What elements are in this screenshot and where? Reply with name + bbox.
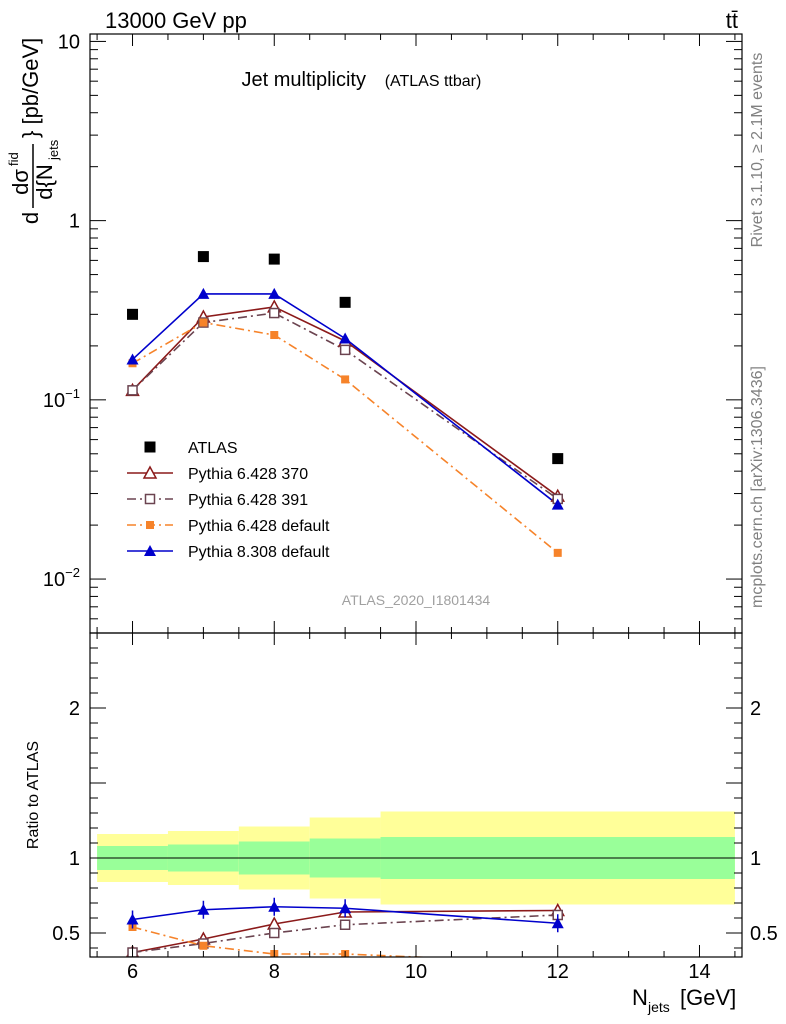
ratio-y-axis-label: Ratio to ATLAS	[25, 741, 42, 849]
x-axis-title-main: N	[632, 985, 648, 1010]
data-point-atlas	[339, 296, 351, 308]
x-axis-title-unit: [GeV]	[680, 985, 736, 1010]
ratio-y-tick-label-right: 2	[750, 698, 761, 720]
x-tick-label: 8	[269, 961, 280, 983]
x-tick-label: 10	[405, 961, 427, 983]
data-point-pythia-6-428-391	[339, 344, 351, 356]
ratio-point-pythia-8-308-default	[197, 903, 210, 915]
data-point-pythia-6-428-default	[553, 548, 562, 557]
legend-entry-pythia-6-428-370: Pythia 6.428 370	[127, 465, 308, 483]
legend-label: Pythia 6.428 391	[188, 492, 308, 509]
main-plot-area	[125, 251, 566, 557]
data-point-pythia-8-308-default	[268, 287, 281, 299]
ratio-y-tick-label: 0.5	[52, 923, 80, 945]
legend-marker	[144, 441, 156, 453]
x-tick-label: 12	[547, 961, 569, 983]
svg-text:d{N: d{N	[32, 164, 57, 199]
main-title-suffix: (ATLAS ttbar)	[385, 73, 482, 90]
ratio-point-pythia-8-308-default	[126, 913, 139, 925]
data-point-pythia-6-428-391	[269, 307, 280, 319]
data-point-pythia-6-428-default	[341, 375, 350, 384]
ratio-y-tick-label-right: 1	[750, 848, 761, 870]
legend-label: Pythia 6.428 370	[188, 466, 308, 483]
rivet-label: Rivet 3.1.10, ≥ 2.1M events	[749, 53, 766, 248]
ratio-plot-area	[90, 811, 742, 957]
svg-text:jets: jets	[46, 139, 61, 161]
ratio-line-pythia-6-428-391	[132, 914, 558, 954]
main-panel	[125, 251, 566, 557]
x-axis-title-sub: jets	[647, 999, 670, 1015]
svg-text:} [pb/GeV]: } [pb/GeV]	[18, 38, 43, 138]
legend-entry-pythia-6-428-391: Pythia 6.428 391	[127, 492, 308, 509]
x-axis-title: N jets [GeV]	[632, 985, 736, 1015]
svg-text:fid: fid	[6, 152, 21, 166]
svg-text:dσ: dσ	[8, 169, 33, 195]
ratio-point-pythia-6-428-391	[339, 919, 351, 930]
main-y-axis-label: d dσ fid d{N jets } [pb/GeV]	[6, 38, 61, 224]
data-point-atlas	[552, 453, 564, 465]
y-tick-label: 1	[69, 211, 80, 233]
data-point-atlas	[268, 253, 280, 265]
svg-text:d: d	[18, 212, 43, 224]
analysis-watermark: ATLAS_2020_I1801434	[342, 592, 491, 608]
ratio-point-pythia-6-428-default	[199, 941, 208, 950]
legend-entry-pythia-6-428-default: Pythia 6.428 default	[127, 518, 330, 535]
series-line-pythia-6-428-391	[131, 312, 559, 500]
y-tick-label: 10−1	[43, 386, 80, 412]
main-title-text: Jet multiplicity	[242, 69, 366, 91]
ratio-y-tick-label-right: 0.5	[750, 923, 778, 945]
main-title: Jet multiplicity (ATLAS ttbar)	[242, 69, 482, 91]
ratio-point-pythia-8-308-default	[339, 902, 352, 914]
ratio-panel	[90, 811, 742, 957]
legend-marker	[144, 545, 156, 556]
legend-marker	[142, 465, 158, 479]
data-point-pythia-8-308-default	[126, 353, 139, 365]
legend-marker	[146, 521, 154, 529]
x-tick-label: 14	[688, 961, 710, 983]
x-tick-label: 6	[127, 961, 138, 983]
mcplots-label: mcplots.cern.ch [arXiv:1306.3436]	[749, 366, 766, 608]
energy-label: 13000 GeV pp	[105, 8, 247, 33]
data-point-pythia-6-428-default	[270, 331, 279, 340]
ratio-point-pythia-6-428-391	[269, 927, 280, 939]
legend-entry-pythia-8-308-default: Pythia 8.308 default	[127, 544, 330, 561]
ratio-point-pythia-8-308-default	[268, 900, 281, 912]
ratio-point-pythia-8-308-default	[551, 917, 564, 929]
y-tick-label: 10	[58, 31, 80, 53]
legend-label: Pythia 6.428 default	[188, 518, 330, 535]
ratio-y-tick-label: 1	[69, 848, 80, 870]
legend-marker	[144, 493, 156, 505]
data-point-pythia-8-308-default	[339, 332, 352, 344]
data-point-atlas	[127, 308, 139, 320]
legend-entry-atlas: ATLAS	[144, 440, 238, 457]
data-point-pythia-6-428-default	[199, 318, 208, 327]
data-point-atlas	[197, 251, 209, 263]
data-point-pythia-8-308-default	[551, 498, 564, 510]
data-point-pythia-8-308-default	[197, 287, 210, 299]
ratio-y-tick-label: 2	[69, 698, 80, 720]
process-label: tt̄	[726, 8, 738, 33]
ratio-frame	[89, 632, 743, 958]
legend-label: Pythia 8.308 default	[188, 544, 330, 561]
legend: ATLAS Pythia 6.428 370 Pythia 6.428 391 Pyt…	[127, 440, 330, 561]
y-tick-label: 10−2	[43, 565, 80, 591]
legend-label: ATLAS	[188, 440, 238, 457]
data-point-pythia-6-428-391	[127, 385, 138, 396]
